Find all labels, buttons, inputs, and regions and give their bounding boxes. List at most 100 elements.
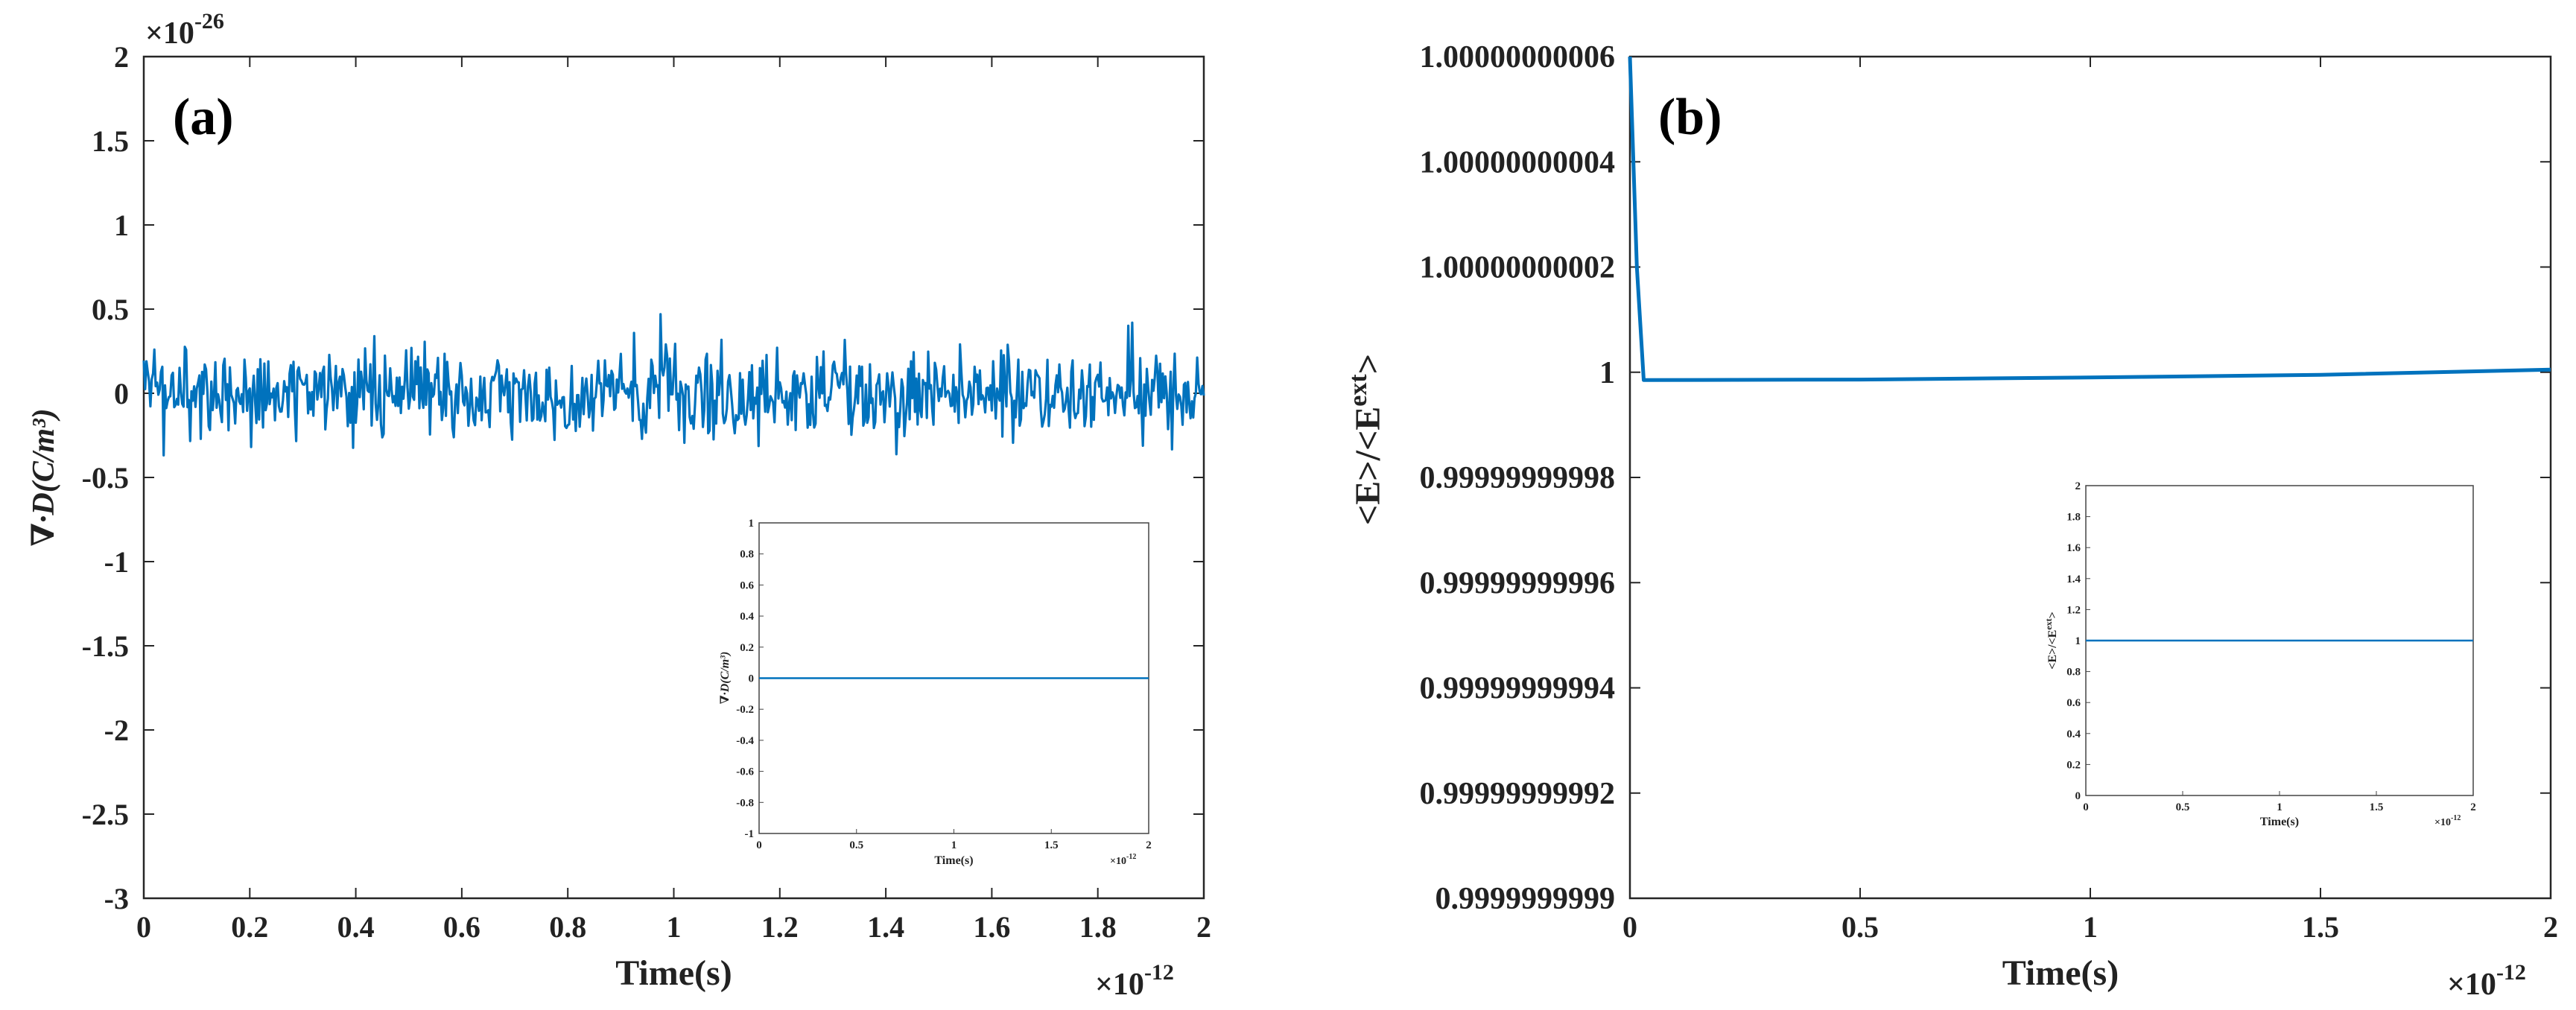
panel-b-xtick-label: 0.5 bbox=[1841, 910, 1879, 944]
panel-b-inset-x-multiplier-exp: -12 bbox=[2451, 814, 2461, 822]
panel-b-xtick-label: 0 bbox=[1622, 910, 1637, 944]
panel-b-inset-xtick-label: 0 bbox=[2083, 801, 2089, 813]
panel-b-inset: 0 0.5 1 1.5 2 2 1.8 1.6 1.4 1.2 1 0.8 0.6 0.4 0.2 0 Time… bbox=[2043, 480, 2476, 828]
panel-b-inset-ytick-label: 2 bbox=[2075, 480, 2081, 492]
panel-b-inset-y-axis-label-main: <E>/<E bbox=[2046, 630, 2059, 670]
panel-a-x-multiplier: ×10-12 bbox=[1095, 960, 1174, 1002]
panel-a-inset-ytick-label: -0.6 bbox=[736, 766, 754, 778]
panel-b-inset-y-axis-label-end: > bbox=[2046, 612, 2059, 618]
panel-a-inset-x-multiplier-base: ×10 bbox=[1110, 856, 1126, 867]
panel-b-x-multiplier-exp: -12 bbox=[2496, 960, 2526, 985]
panel-a-xtick-label: 1.4 bbox=[867, 910, 904, 944]
panel-b-inset-ytick-label: 0 bbox=[2075, 790, 2081, 802]
panel-b-inset-ytick-label: 1 bbox=[2075, 635, 2081, 647]
panel-a-xtick-label: 0 bbox=[136, 910, 151, 944]
panel-b-x-multiplier: ×10-12 bbox=[2447, 960, 2526, 1002]
panel-b-ytick-label: 0.99999999996 bbox=[1420, 566, 1616, 600]
panel-a-inset-ytick-label: 0 bbox=[749, 673, 755, 685]
panel-b-y-axis-label: <E>/<Eext> bbox=[1345, 354, 1388, 525]
panel-b-inset-ytick-label: 0.2 bbox=[2066, 759, 2081, 771]
panel-a-inset: 0 0.5 1 1.5 2 1 0.8 0.6 0.4 0.2 0 -0.2 -0.4 -0.6 -0.8 -… bbox=[719, 518, 1152, 867]
panel-a-ytick-label: 1.5 bbox=[92, 124, 129, 158]
panel-b-inset-ytick-label: 0.4 bbox=[2066, 728, 2081, 740]
panel-a-inset-ytick-label: -0.8 bbox=[736, 797, 754, 809]
panel-a-inset-xtick-label: 0.5 bbox=[849, 839, 863, 851]
panel-b-inset-ytick-label: 1.4 bbox=[2066, 574, 2081, 585]
panel-a-y-multiplier-exp: -26 bbox=[194, 9, 224, 34]
panel-b-y-axis-label-end: > bbox=[1348, 354, 1388, 374]
panel-b-inset-x-multiplier-base: ×10 bbox=[2434, 817, 2451, 828]
panel-a-xtick-label: 0.4 bbox=[337, 910, 375, 944]
panel-a-inset-ytick-label: 0.2 bbox=[740, 642, 754, 654]
panel-b-inset-ytick-label: 0.8 bbox=[2066, 667, 2081, 679]
panel-a-inset-ytick-label: 0.8 bbox=[740, 549, 754, 561]
panel-b-inset-ytick-label: 1.6 bbox=[2066, 542, 2081, 554]
panel-b-ytick-label: 0.99999999994 bbox=[1420, 672, 1616, 706]
panel-a-ytick-label: -1 bbox=[104, 545, 129, 579]
panel-b-inset-y-axis-label-sup: ext bbox=[2043, 618, 2054, 629]
panel-b-inset-x-axis-label: Time(s) bbox=[2260, 816, 2299, 828]
panel-b-y-axis-label-sup: ext bbox=[1345, 374, 1372, 407]
panel-a-ytick-label: -3 bbox=[104, 882, 129, 915]
panel-a-inset-x-multiplier: ×10-12 bbox=[1110, 853, 1136, 867]
panel-a-inset-ytick-label: -0.4 bbox=[736, 735, 754, 747]
panel-a-xtick-label: 0.8 bbox=[549, 910, 586, 944]
panel-a-inset-ytick-label: 1 bbox=[749, 518, 755, 530]
panel-a-inset-x-multiplier-exp: -12 bbox=[1126, 853, 1136, 861]
panel-a-ytick-label: 0.5 bbox=[92, 293, 129, 326]
panel-b-inset-xtick-label: 1.5 bbox=[2370, 801, 2384, 813]
panel-a-xtick-label: 1.2 bbox=[761, 910, 799, 944]
panel-b-inset-ytick-label: 0.6 bbox=[2066, 697, 2081, 709]
panel-a-xtick-label: 1 bbox=[667, 910, 682, 944]
panel-a-y-multiplier: ×10-26 bbox=[145, 9, 224, 51]
panel-b-xtick-label: 1.5 bbox=[2302, 910, 2339, 944]
panel-b-inset-ytick-label: 1.8 bbox=[2066, 512, 2081, 524]
panel-a-x-multiplier-base: ×10 bbox=[1095, 968, 1144, 1002]
panel-b-inset-ytick-label: 1.2 bbox=[2066, 604, 2081, 616]
panel-b-ytick-label: 0.99999999998 bbox=[1420, 461, 1616, 495]
panel-a-xtick-label: 1.8 bbox=[1079, 910, 1117, 944]
panel-a-ytick-label: 1 bbox=[114, 209, 129, 242]
panel-a-y-multiplier-base: ×10 bbox=[145, 16, 194, 51]
panel-a-inset-ytick-label: 0.4 bbox=[740, 611, 754, 623]
panel-a-xtick-label: 0.6 bbox=[443, 910, 480, 944]
panel-a-series-line bbox=[142, 313, 1205, 457]
panel-b-ytick-label: 1.00000000006 bbox=[1420, 40, 1616, 74]
panel-b-x-axis-label: Time(s) bbox=[2002, 953, 2119, 993]
panel-a-label: (a) bbox=[173, 89, 234, 146]
panel-a-ytick-label: 2 bbox=[114, 40, 129, 74]
panel-a-ytick-label: 0 bbox=[114, 377, 129, 410]
panel-b-ytick-label: 1.00000000004 bbox=[1420, 145, 1616, 180]
panel-b-inset-xtick-label: 0.5 bbox=[2176, 801, 2190, 813]
panel-a-inset-ytick-label: 0.6 bbox=[740, 579, 754, 591]
panel-b: 0 0.5 1 1.5 2 1.00000000006 1.00000000004 1.000… bbox=[1345, 40, 2558, 1002]
panel-a: 0 0.2 0.4 0.6 0.8 1 1.2 1.4 1.6 1.8 2 2 1.5 1 0.5 0 -0.5… bbox=[27, 9, 1211, 1002]
panel-a-inset-ytick-label: -1 bbox=[745, 828, 755, 840]
panel-a-ytick-label: -0.5 bbox=[82, 461, 129, 495]
panel-a-x-axis-label: Time(s) bbox=[615, 953, 732, 993]
panel-b-ytick-label: 1.00000000002 bbox=[1420, 251, 1616, 285]
panel-a-inset-xtick-label: 1.5 bbox=[1044, 839, 1059, 851]
panel-b-ytick-label: 0.99999999992 bbox=[1420, 777, 1616, 811]
panel-a-xtick-label: 2 bbox=[1196, 910, 1211, 944]
panel-b-label: (b) bbox=[1658, 89, 1722, 146]
panel-a-inset-ytick-label: -0.2 bbox=[736, 704, 754, 716]
panel-a-ytick-label: -2 bbox=[104, 714, 129, 747]
panel-b-inset-y-axis-label: <E>/<Eext> bbox=[2043, 612, 2059, 670]
panel-a-inset-xtick-label: 1 bbox=[951, 839, 957, 851]
panel-a-inset-x-axis-label: Time(s) bbox=[934, 854, 973, 867]
panel-a-inset-y-axis-label: ∇·D(C/m³) bbox=[719, 652, 732, 705]
panel-b-x-multiplier-base: ×10 bbox=[2447, 968, 2496, 1002]
panel-a-inset-xtick-label: 2 bbox=[1146, 839, 1152, 851]
panel-a-y-axis-label: ∇·D(C/m³) bbox=[27, 408, 61, 546]
panel-b-xtick-label: 1 bbox=[2083, 910, 2098, 944]
panel-a-ytick-label: -2.5 bbox=[82, 798, 129, 831]
panel-b-y-axis-label-main: <E>/<E bbox=[1348, 407, 1388, 525]
panel-a-xtick-label: 0.2 bbox=[231, 910, 268, 944]
panel-b-ytick-label: 0.9999999999 bbox=[1435, 882, 1616, 916]
panel-b-xtick-label: 2 bbox=[2543, 910, 2558, 944]
panel-b-series-line bbox=[1628, 56, 2551, 382]
panel-b-inset-xtick-label: 2 bbox=[2470, 801, 2476, 813]
panel-a-xtick-label: 1.6 bbox=[973, 910, 1010, 944]
